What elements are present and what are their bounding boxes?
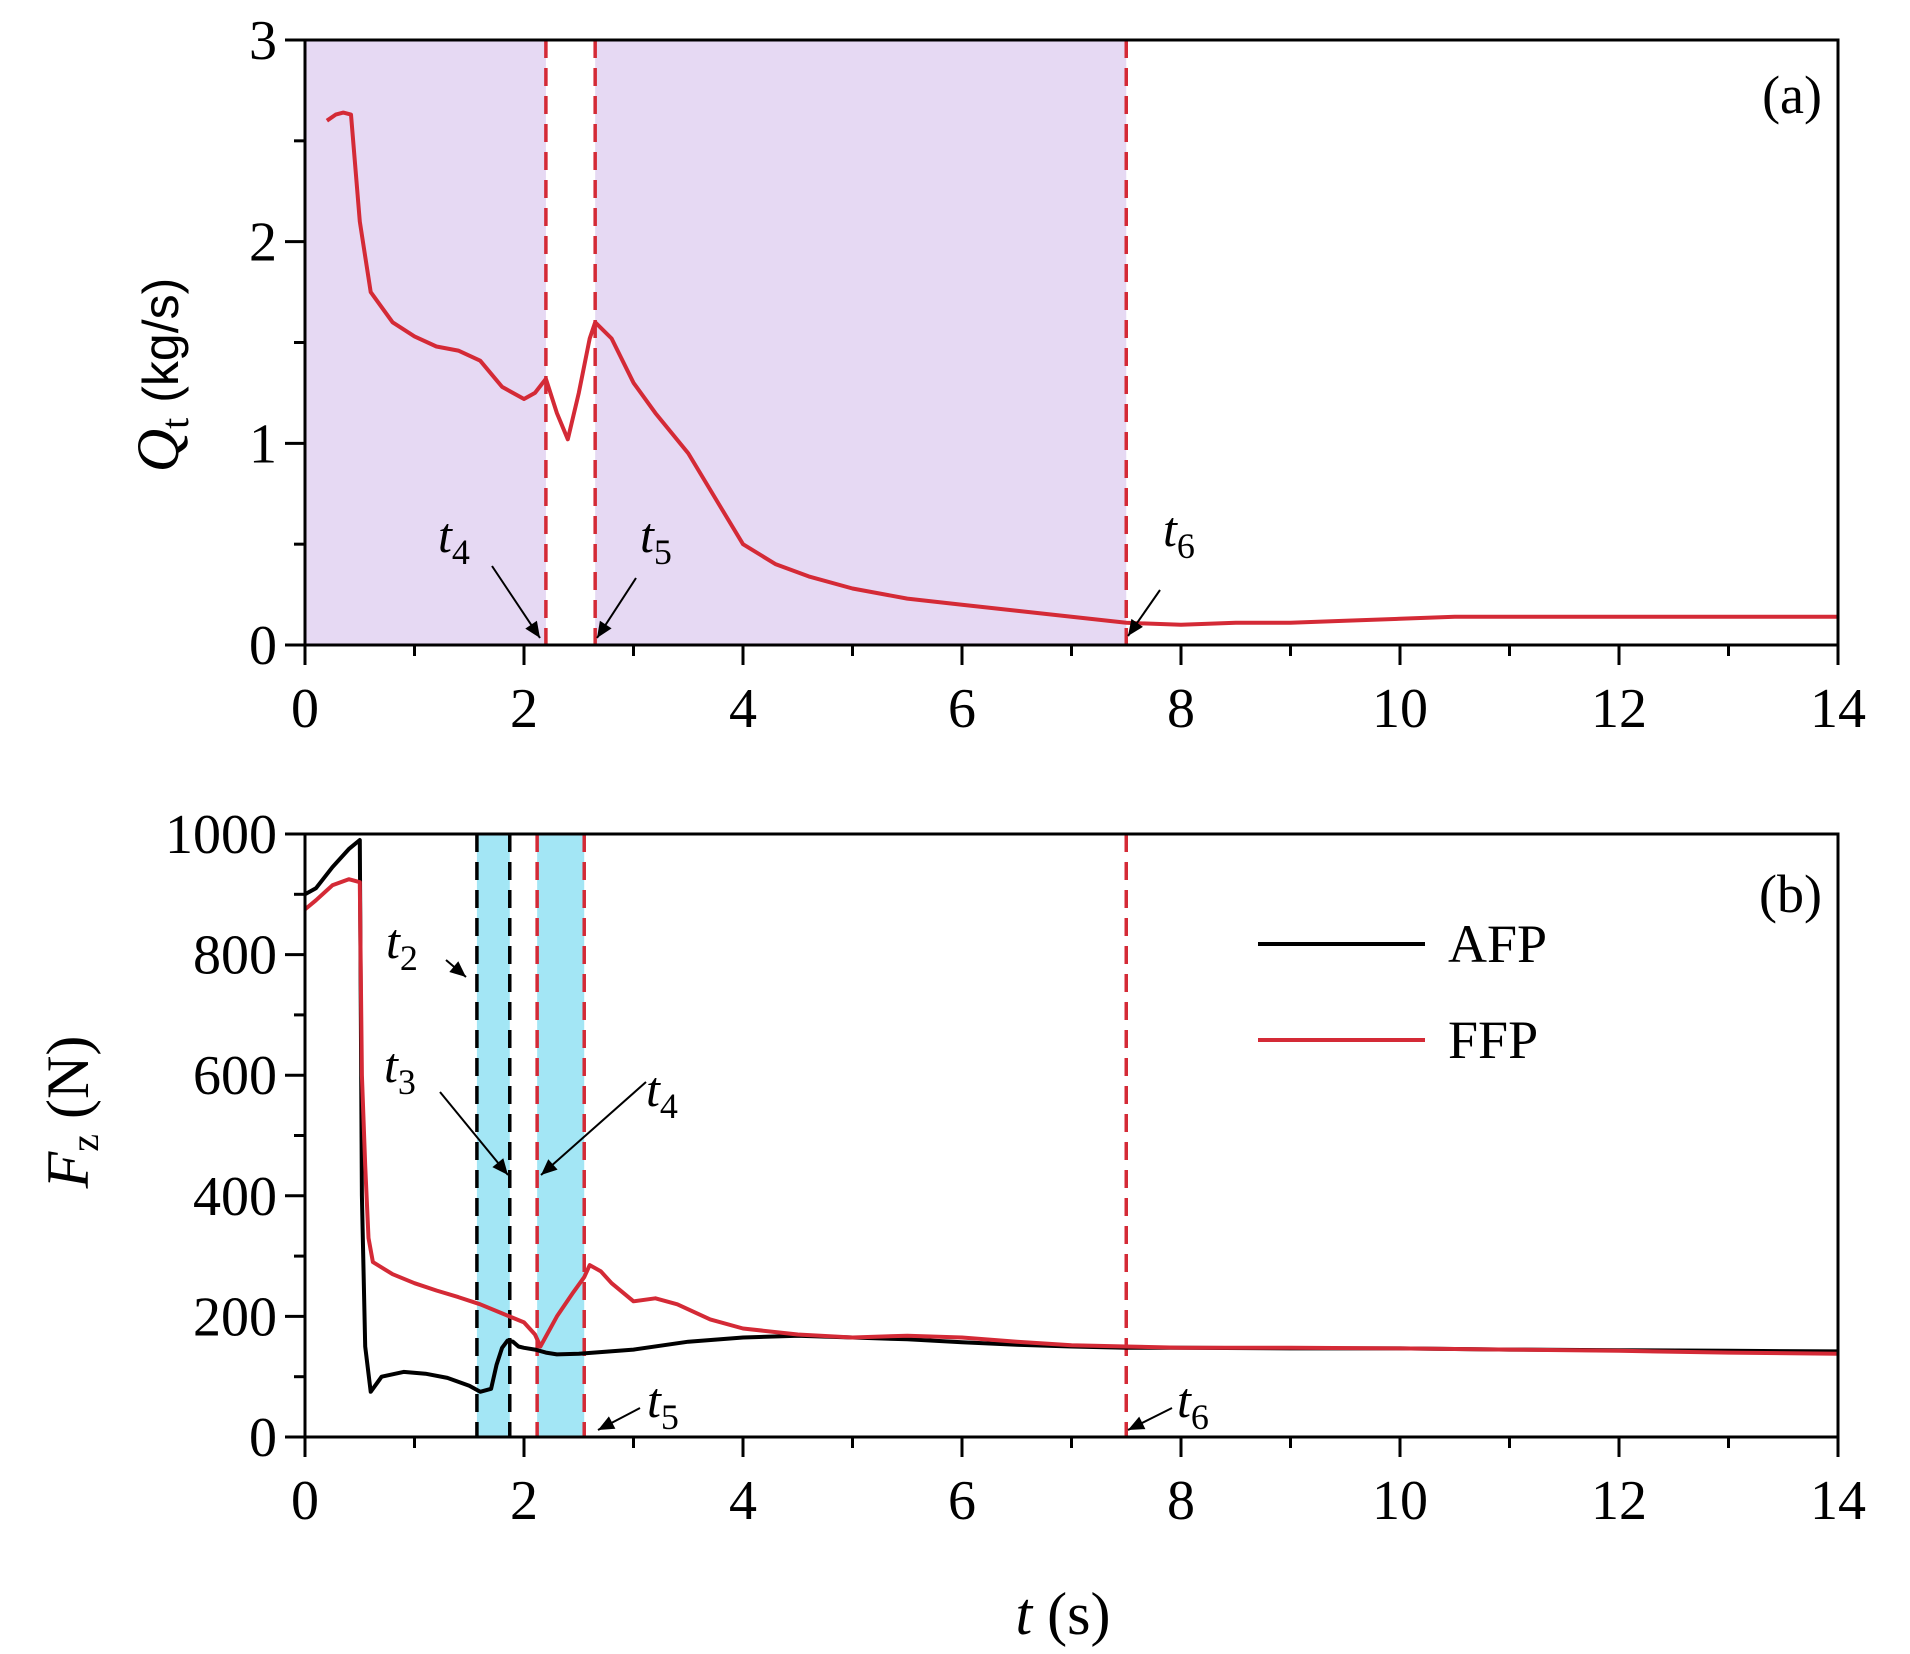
panel-b-ylabel-unit: (N) — [35, 1036, 101, 1119]
legend-ffp-label: FFP — [1448, 1010, 1538, 1070]
annotation-sub: 3 — [398, 1062, 416, 1102]
annotation-var: t — [640, 507, 655, 563]
annotation-arrowhead-t6 — [1128, 1416, 1146, 1430]
legend: AFP FFP — [1258, 914, 1547, 1070]
panel-b-series — [303, 838, 1839, 1394]
annotation-arrow-t4 — [540, 1081, 647, 1176]
panel-b-ylabel-sub: z — [62, 1134, 107, 1152]
x-tick-label: 10 — [1372, 678, 1428, 740]
legend-afp-label: AFP — [1448, 914, 1547, 974]
annotation-t2: t2 — [386, 913, 418, 978]
annotation-var: t — [438, 507, 453, 563]
annotation-t3: t3 — [384, 1037, 416, 1102]
y-tick-label: 2 — [249, 212, 277, 274]
annotation-sub: 2 — [400, 938, 418, 978]
panel-b-tag: (b) — [1759, 864, 1822, 924]
x-tick-label: 4 — [729, 678, 757, 740]
y-tick-label: 600 — [193, 1045, 277, 1107]
annotation-sub: 6 — [1191, 1397, 1209, 1437]
annotation-var: t — [386, 913, 401, 969]
annotation-var: t — [384, 1037, 399, 1093]
panel-b-y-axis-title: Fz (N) — [35, 1036, 107, 1190]
x-tick-label: 10 — [1372, 1470, 1428, 1532]
annotation-arrowhead-t4 — [525, 620, 540, 638]
x-axis-unit: (s) — [1047, 1581, 1110, 1647]
panel-a-tag: (a) — [1762, 65, 1822, 125]
y-tick-label: 800 — [193, 925, 277, 987]
x-tick-label: 12 — [1591, 678, 1647, 740]
annotation-var: t — [647, 1372, 662, 1428]
panel-b-ticks: 0 2 4 6 8 10 12 14 0 200 400 600 800 1000 — [165, 804, 1866, 1532]
annotation-t4: t4 — [646, 1061, 678, 1126]
x-tick-label: 4 — [729, 1470, 757, 1532]
series-line-q-t — [325, 110, 1838, 627]
shaded-region-2 — [537, 834, 585, 1437]
x-tick-label: 14 — [1810, 1470, 1866, 1532]
y-tick-label: 1000 — [165, 804, 277, 866]
annotation-var: t — [646, 1061, 661, 1117]
panel-a-ylabel-var: Q — [125, 429, 191, 472]
annotation-arrowhead-t5 — [597, 620, 612, 638]
panel-a-series — [325, 110, 1838, 627]
panel-a-ylabel-sub: t — [152, 418, 197, 429]
svg-text:Fz (N): Fz (N) — [35, 1036, 107, 1190]
panel-a-y-axis-title: Qt (kg/s) — [125, 278, 197, 472]
annotation-var: t — [1177, 1372, 1192, 1428]
annotation-t6: t6 — [1177, 1372, 1209, 1437]
annotation-sub: 6 — [1177, 526, 1195, 566]
x-tick-label: 2 — [510, 678, 538, 740]
annotation-arrowhead-t5 — [598, 1416, 616, 1430]
x-axis-var: t — [1016, 1581, 1034, 1647]
y-tick-label: 0 — [249, 615, 277, 677]
annotation-arrowhead-t3 — [492, 1158, 508, 1175]
annotation-arrow-t3 — [439, 1091, 509, 1176]
annotation-t6: t6 — [1163, 501, 1195, 566]
annotation-sub: 5 — [661, 1397, 679, 1437]
shaded-region-2 — [595, 40, 1127, 645]
annotation-t5: t5 — [640, 507, 672, 572]
annotation-t4: t4 — [438, 507, 470, 572]
y-tick-label: 1 — [249, 413, 277, 475]
annotation-arrowhead-t6 — [1128, 618, 1143, 636]
annotation-sub: 4 — [452, 532, 470, 572]
panel-b-marker-lines — [475, 834, 1128, 1437]
annotation-sub: 4 — [660, 1086, 678, 1126]
annotation-arrowhead-t4 — [541, 1159, 558, 1175]
y-tick-label: 200 — [193, 1286, 277, 1348]
svg-text:Qt (kg/s): Qt (kg/s) — [125, 278, 197, 472]
x-tick-label: 0 — [291, 1470, 319, 1532]
panel-a-marker-lines — [544, 40, 1128, 645]
series-line-ffp — [303, 877, 1839, 1356]
x-tick-label: 14 — [1810, 678, 1866, 740]
x-tick-label: 8 — [1167, 678, 1195, 740]
y-tick-label: 3 — [249, 10, 277, 72]
panel-a-ylabel-unit: (kg/s) — [133, 278, 189, 403]
annotation-t5: t5 — [647, 1372, 679, 1437]
panel-a-annotations: t4 t5 t6 — [438, 501, 1195, 639]
x-tick-label: 6 — [948, 678, 976, 740]
y-tick-label: 0 — [249, 1407, 277, 1469]
x-axis-title: t (s) — [1016, 1581, 1111, 1647]
shaded-region-1 — [476, 834, 510, 1437]
panel-b-ylabel-var: F — [35, 1150, 101, 1189]
annotation-arrowhead-t2 — [449, 961, 466, 977]
x-tick-label: 2 — [510, 1470, 538, 1532]
annotation-var: t — [1163, 501, 1178, 557]
y-tick-label: 400 — [193, 1166, 277, 1228]
x-tick-label: 8 — [1167, 1470, 1195, 1532]
x-tick-label: 12 — [1591, 1470, 1647, 1532]
x-tick-label: 6 — [948, 1470, 976, 1532]
annotation-sub: 5 — [654, 532, 672, 572]
x-tick-label: 0 — [291, 678, 319, 740]
